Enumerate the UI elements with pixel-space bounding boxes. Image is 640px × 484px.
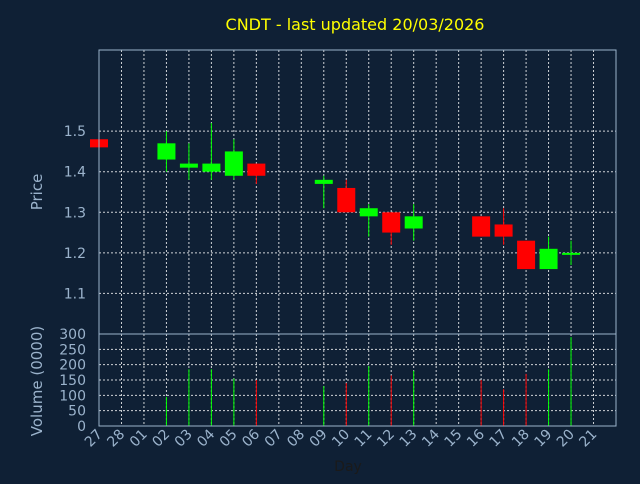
x-tick-label: 09 xyxy=(307,427,331,451)
volume-axis-label: Volume (0000) xyxy=(28,326,46,436)
candle-body xyxy=(404,216,423,229)
candle-body xyxy=(472,216,491,237)
volume-tick-label: 300 xyxy=(59,327,86,343)
candle-body xyxy=(202,163,221,172)
x-tick-label: 20 xyxy=(554,427,578,451)
price-tick-label: 1.1 xyxy=(64,286,86,302)
candle-body xyxy=(494,224,513,237)
price-tick-label: 1.5 xyxy=(64,124,86,140)
price-tick-label: 1.4 xyxy=(64,165,86,181)
x-tick-label: 14 xyxy=(419,426,443,450)
x-tick-label: 21 xyxy=(576,427,600,451)
x-tick-label: 19 xyxy=(531,427,555,451)
candle-body xyxy=(247,163,266,176)
candle-body xyxy=(539,248,558,270)
x-axis-label: Day xyxy=(334,459,362,475)
x-tick-label: 18 xyxy=(509,427,533,451)
candle-body xyxy=(224,151,243,176)
volume-tick-label: 100 xyxy=(59,388,86,404)
volume-tick-label: 250 xyxy=(59,342,86,358)
volume-bars xyxy=(165,337,572,426)
price-panel-frame xyxy=(98,49,617,335)
x-tick-label: 05 xyxy=(217,427,241,451)
candle-body xyxy=(337,187,356,213)
candles xyxy=(90,123,581,270)
price-tick-label: 1.2 xyxy=(64,246,86,262)
candle-body xyxy=(179,163,198,168)
x-tick-label: 15 xyxy=(442,427,466,451)
x-tick-label: 12 xyxy=(374,427,398,451)
candle-body xyxy=(157,143,176,160)
candle-body xyxy=(359,208,378,217)
price-axis-label: Price xyxy=(28,174,46,211)
candle-body xyxy=(517,240,536,270)
x-tick-label: 03 xyxy=(172,427,196,451)
plot-frames xyxy=(98,49,617,427)
volume-tick-label: 200 xyxy=(59,358,86,374)
x-tick-label: 11 xyxy=(352,427,376,451)
tick-labels: 1.11.21.31.41.50501001502002503002728010… xyxy=(59,124,600,450)
candle-body xyxy=(562,252,581,255)
x-tick-label: 02 xyxy=(149,427,173,451)
grid-layer xyxy=(99,50,616,426)
x-tick-label: 01 xyxy=(127,427,151,451)
volume-tick-label: 50 xyxy=(68,404,86,420)
price-tick-label: 1.3 xyxy=(64,205,86,221)
chart-title: CNDT - last updated 20/03/2026 xyxy=(226,15,485,34)
x-tick-label: 07 xyxy=(262,427,286,451)
volume-panel-frame xyxy=(98,333,617,427)
volume-tick-label: 150 xyxy=(59,373,86,389)
candle-body xyxy=(314,179,333,184)
volume-tick-label: 0 xyxy=(77,419,86,435)
x-tick-label: 13 xyxy=(397,427,421,451)
x-tick-label: 04 xyxy=(194,426,218,450)
x-tick-label: 10 xyxy=(329,427,353,451)
candle-body xyxy=(382,212,401,233)
x-tick-label: 17 xyxy=(487,427,511,451)
x-tick-label: 16 xyxy=(464,426,488,450)
x-tick-label: 06 xyxy=(239,426,263,450)
x-tick-label: 08 xyxy=(284,427,308,451)
x-tick-label: 28 xyxy=(104,427,128,451)
